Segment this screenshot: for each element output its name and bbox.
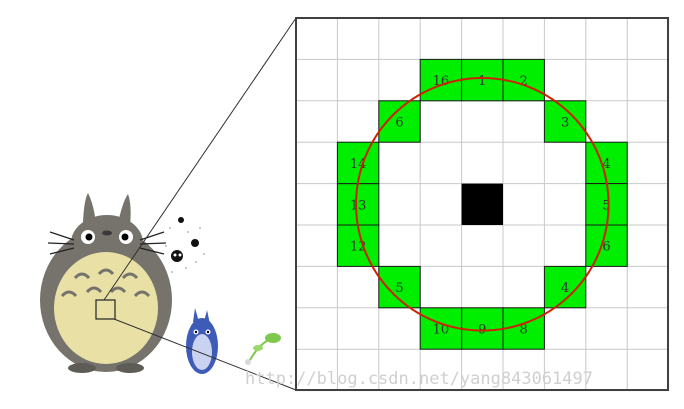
circle-pixel-label: 5 — [602, 198, 610, 213]
circle-pixel-label: 5 — [395, 281, 403, 296]
circle-pixel-fill — [336, 183, 380, 226]
circle-pixel-label: 8 — [520, 323, 528, 338]
circle-pixel-label: 2 — [520, 74, 528, 89]
grid-frame — [295, 17, 669, 391]
circle-pixel-label: 13 — [350, 198, 367, 213]
small-blue-totoro — [186, 308, 218, 374]
sprout — [245, 333, 281, 365]
center-pixel — [461, 183, 503, 225]
belly-chevrons — [60, 268, 151, 298]
circle-pixel-label: 1 — [478, 74, 486, 89]
circle-pixel-label: 3 — [561, 116, 569, 131]
circle-pixel-fill — [585, 183, 628, 226]
circle-pixel: 1 — [461, 58, 504, 102]
circle-pixel: 5 — [378, 265, 421, 309]
circle-pixel: 4 — [543, 265, 587, 309]
zoom-source-box — [95, 299, 116, 320]
circle-pixel: 3 — [543, 100, 587, 143]
circle-pixel-label: 4 — [561, 281, 569, 296]
totoro-illustration — [40, 193, 172, 373]
totoro-left-ear — [83, 193, 96, 224]
circle-pixel: 13 — [336, 183, 380, 226]
circle-pixel-fill — [461, 58, 504, 102]
circle-pixel-fill — [336, 224, 380, 267]
circle-pixel-label: 16 — [433, 74, 450, 89]
circle-pixel-label: 4 — [602, 157, 610, 172]
zoom-line-top — [103, 17, 297, 301]
bresenham-circle — [355, 77, 610, 332]
soot-sprites — [165, 217, 205, 273]
watermark: http://blog.csdn.net/yang843061497 — [245, 369, 593, 389]
circle-pixel: 6 — [378, 100, 421, 143]
zoom-line-bottom — [113, 318, 297, 391]
totoro-belly — [54, 252, 158, 364]
totoro-whiskers — [47, 231, 167, 255]
circle-pixel-label: 10 — [433, 323, 450, 338]
circle-pixel-label: 6 — [602, 240, 610, 255]
circle-pixel-label: 6 — [395, 116, 403, 131]
totoro-nose — [102, 230, 112, 236]
circle-pixel: 9 — [461, 307, 504, 350]
circle-pixel: 5 — [585, 183, 628, 226]
